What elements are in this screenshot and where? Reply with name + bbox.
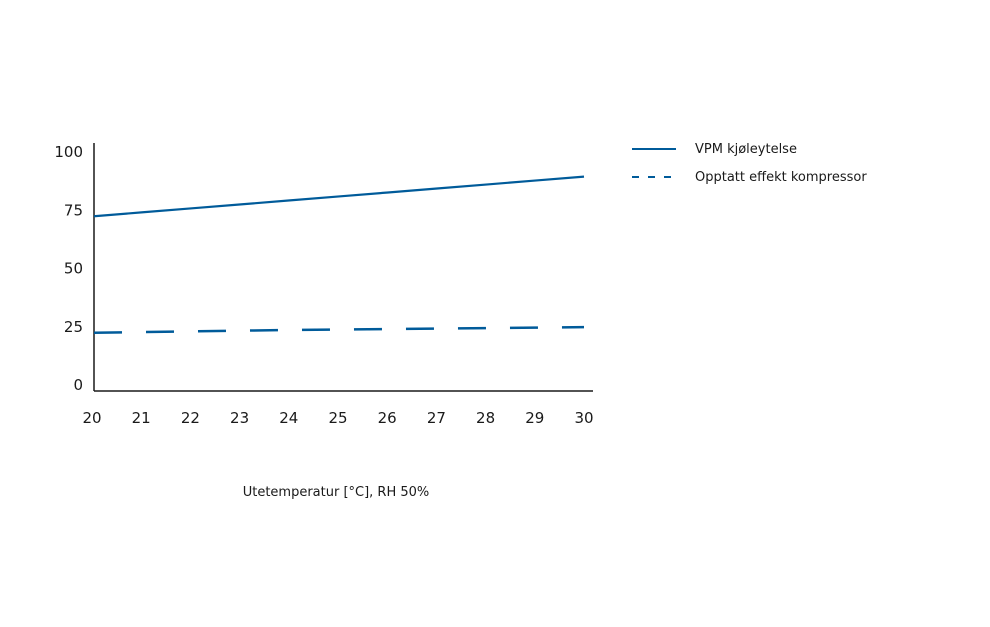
x-tick-label: 28 xyxy=(476,409,495,427)
legend-item-dashed: Opptatt effekt kompressor xyxy=(632,170,867,185)
x-tick-labels: 20 21 22 23 24 25 26 27 28 29 30 xyxy=(82,409,593,427)
y-tick-label: 50 xyxy=(64,260,83,278)
x-tick-label: 25 xyxy=(328,409,347,427)
x-tick-label: 30 xyxy=(574,409,593,427)
legend-item-solid: VPM kjøleytelse xyxy=(632,142,797,157)
series-lines xyxy=(93,175,585,334)
y-tick-label: 75 xyxy=(64,201,83,219)
plot-area: 0 25 50 75 100 20 21 22 23 24 25 26 27 28 29 30 xyxy=(54,143,594,427)
x-axis-title: Utetemperatur [°C], RH 50% xyxy=(243,485,430,500)
x-tick-label: 23 xyxy=(230,409,249,427)
legend-label-solid: VPM kjøleytelse xyxy=(695,142,797,157)
x-tick-label: 22 xyxy=(181,409,200,427)
x-tick-label: 20 xyxy=(82,409,101,427)
x-tick-label: 26 xyxy=(378,409,397,427)
x-tick-label: 27 xyxy=(427,409,446,427)
y-tick-label: 0 xyxy=(73,376,83,394)
legend-label-dashed: Opptatt effekt kompressor xyxy=(695,170,867,185)
x-tick-label: 29 xyxy=(525,409,544,427)
x-tick-label: 21 xyxy=(132,409,151,427)
y-tick-labels: 0 25 50 75 100 xyxy=(54,143,83,394)
y-tick-label: 100 xyxy=(54,143,83,161)
series-line-solid xyxy=(93,175,585,218)
legend: VPM kjøleytelse Opptatt effekt kompresso… xyxy=(632,142,867,185)
y-tick-label: 25 xyxy=(64,318,83,336)
x-tick-label: 24 xyxy=(279,409,298,427)
series-line-dashed xyxy=(93,325,585,334)
